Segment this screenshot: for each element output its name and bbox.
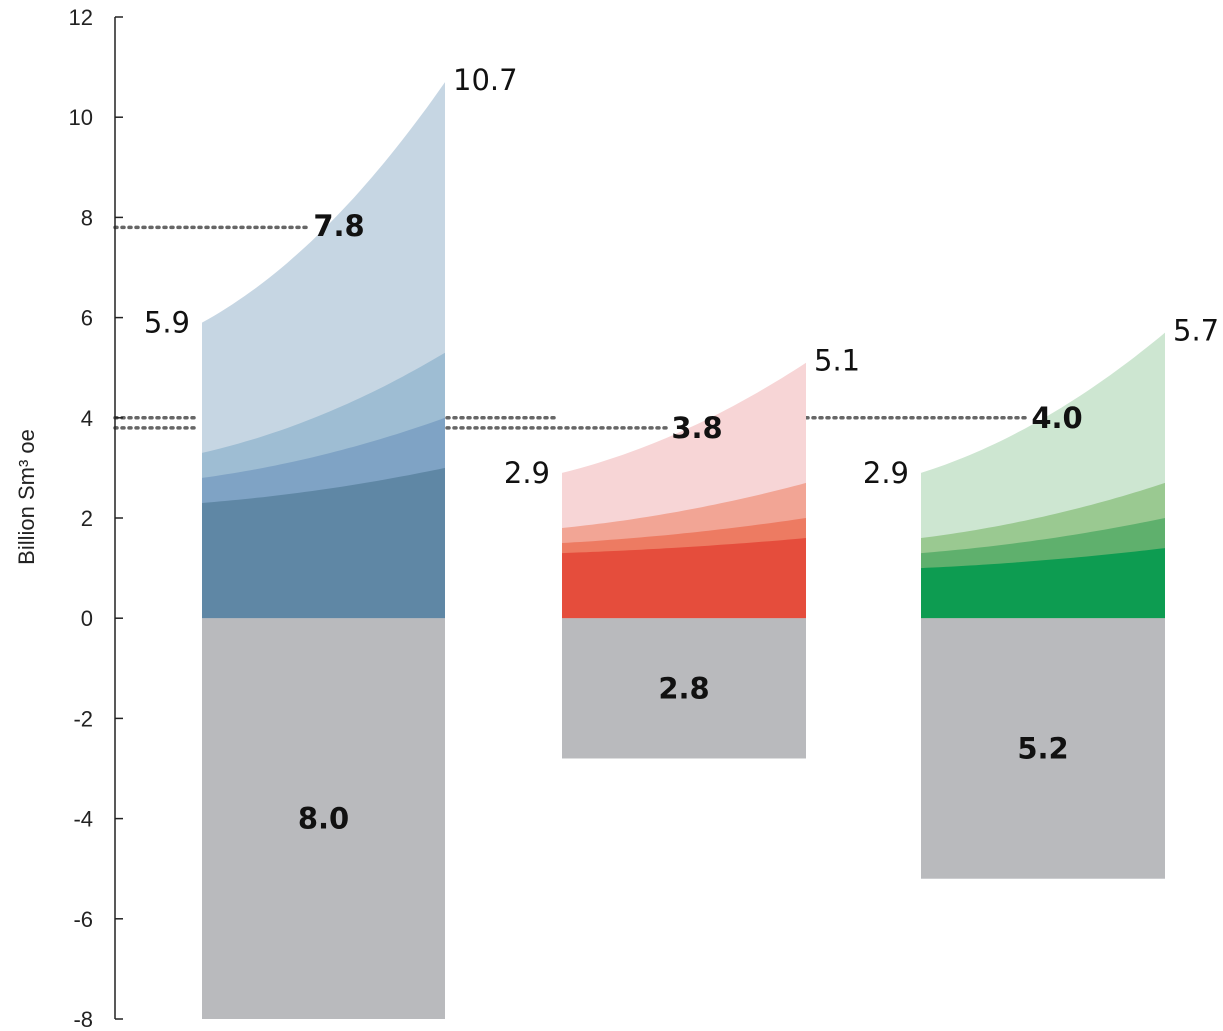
group-3-mid-label: 4.0 — [1031, 401, 1082, 435]
group-1-negative-bar — [202, 618, 445, 1019]
y-tick-label: -2 — [73, 706, 93, 731]
y-tick-label: -4 — [73, 807, 93, 832]
y-tick-label: 2 — [81, 506, 93, 531]
y-tick-label: -6 — [73, 907, 93, 932]
y-axis-title: Billion Sm³ oe — [14, 429, 39, 565]
group-2-negative-label: 2.8 — [658, 671, 709, 705]
group-3-layer-1 — [921, 548, 1165, 619]
group-1-start-label: 5.9 — [144, 306, 190, 340]
group-2-mid-label: 3.8 — [671, 411, 722, 445]
group-3-start-label: 2.9 — [863, 456, 909, 490]
y-tick-label: 0 — [81, 606, 93, 631]
value-labels: 5.9 10.7 7.8 8.0 2.9 5.1 3.8 2.8 2.9 5.7 4.0 5.2 — [144, 63, 1219, 835]
group-1-layer-1 — [202, 467, 445, 619]
group-1-mid-label: 7.8 — [313, 209, 364, 243]
area-layers — [202, 82, 1165, 619]
y-tick-label: -8 — [73, 1007, 93, 1031]
group-3-negative-bar — [921, 618, 1165, 879]
y-axis: -8 -6 -4 -2 0 2 4 6 8 10 12 — [69, 5, 123, 1031]
group-2-negative-bar — [562, 618, 806, 759]
y-tick-label: 4 — [81, 406, 93, 431]
group-2-end-label: 5.1 — [814, 344, 860, 378]
y-tick-label: 8 — [81, 205, 93, 230]
group-1-negative-label: 8.0 — [298, 802, 349, 836]
y-tick-label: 12 — [69, 5, 93, 30]
y-tick-label: 10 — [69, 105, 93, 130]
reference-lines — [113, 225, 1027, 430]
group-2-start-label: 2.9 — [504, 456, 550, 490]
group-1-end-label: 10.7 — [453, 63, 518, 97]
group-3-negative-label: 5.2 — [1017, 731, 1068, 765]
group-2-layer-1 — [562, 538, 806, 619]
y-tick-label: 6 — [81, 306, 93, 331]
group-3-end-label: 5.7 — [1173, 314, 1219, 348]
negative-bars — [202, 618, 1165, 1019]
